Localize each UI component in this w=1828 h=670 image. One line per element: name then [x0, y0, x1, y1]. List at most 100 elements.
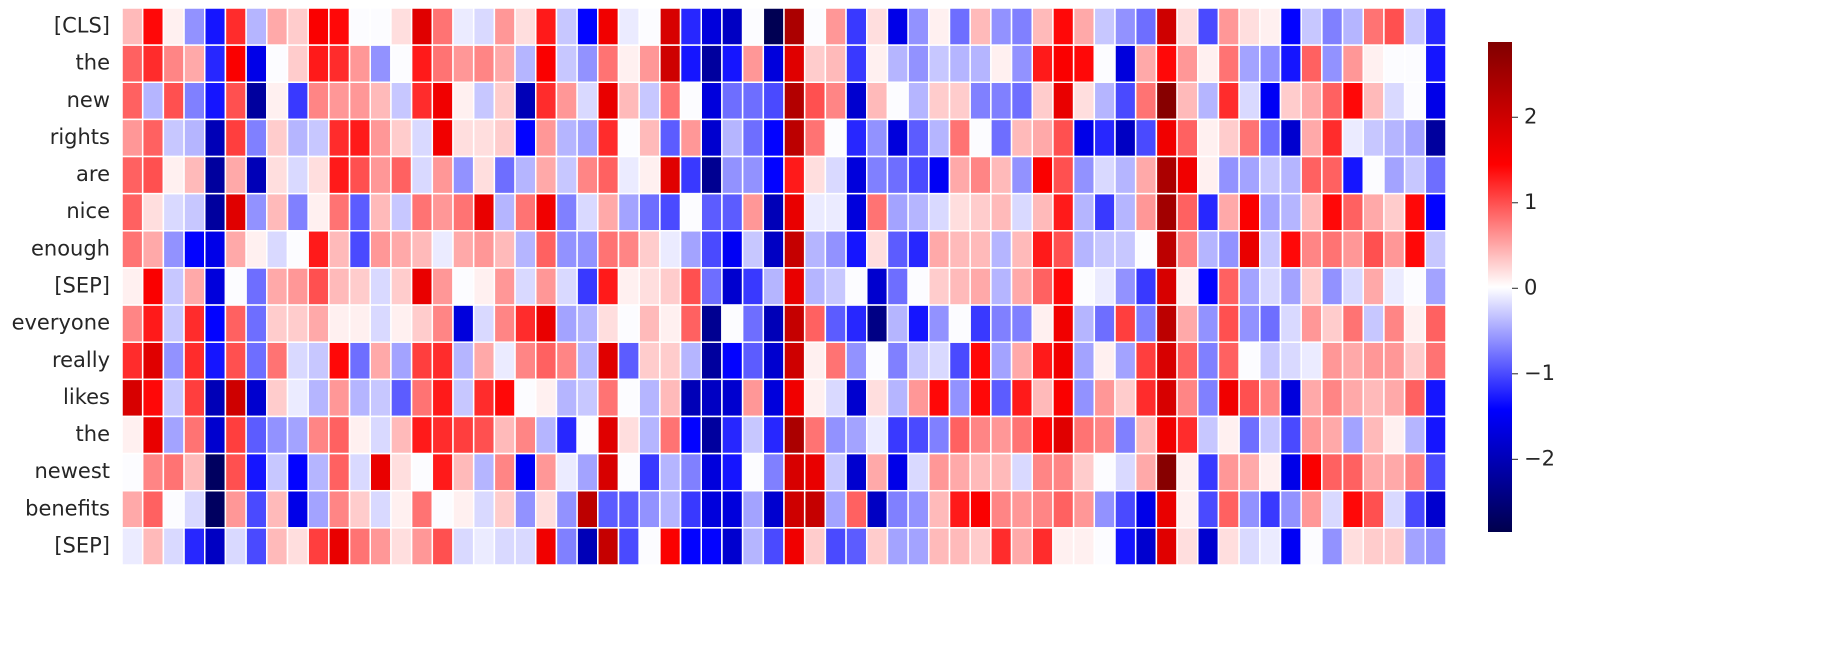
heatmap-cell — [1134, 192, 1158, 232]
heatmap-cell — [1300, 304, 1323, 343]
heatmap-cell — [286, 489, 309, 529]
heatmap-cell — [162, 378, 185, 418]
heatmap-cell — [1155, 155, 1178, 195]
heatmap-cell — [245, 415, 268, 455]
heatmap-cell — [948, 81, 971, 121]
heatmap-cell — [183, 267, 206, 306]
heatmap-cell — [348, 267, 371, 306]
heatmap-cell — [907, 489, 930, 529]
heatmap-cell — [535, 118, 558, 158]
heatmap-cell — [286, 304, 309, 343]
heatmap-cell — [1093, 44, 1116, 84]
heatmap-cell — [700, 81, 723, 121]
heatmap-cell — [948, 155, 971, 195]
heatmap-cell — [1072, 452, 1096, 492]
heatmap-cell — [1155, 489, 1178, 529]
heatmap-cell — [224, 44, 247, 84]
heatmap-cell — [390, 118, 413, 158]
heatmap-cell — [348, 230, 371, 269]
heatmap-cell — [224, 304, 247, 343]
heatmap-cell — [1031, 44, 1054, 84]
heatmap-cell — [990, 7, 1013, 46]
heatmap-cell — [390, 415, 413, 455]
heatmap-cell — [1072, 378, 1096, 418]
heatmap-cell — [886, 489, 909, 529]
heatmap-cell — [1362, 415, 1385, 455]
heatmap-cell — [928, 527, 951, 566]
heatmap-cell — [535, 81, 558, 121]
heatmap-cell — [121, 44, 144, 84]
heatmap-cell — [410, 527, 434, 566]
heatmap-cell — [928, 267, 951, 306]
heatmap-cell — [762, 378, 785, 418]
heatmap-cell — [659, 192, 682, 232]
heatmap-cell — [1238, 304, 1261, 343]
heatmap-cell — [721, 452, 744, 492]
heatmap-cell — [224, 452, 247, 492]
heatmap-cell — [1072, 192, 1096, 232]
heatmap-cell — [928, 341, 951, 381]
heatmap-cell — [907, 267, 930, 306]
heatmap-cell — [659, 155, 682, 195]
heatmap-cell — [183, 81, 206, 121]
heatmap-cell — [824, 118, 847, 158]
heatmap-cell — [431, 527, 454, 566]
heatmap-cell — [535, 415, 558, 455]
heatmap-cell — [452, 341, 475, 381]
heatmap-cell — [886, 415, 909, 455]
heatmap-cell — [266, 230, 289, 269]
heatmap-cell — [762, 81, 785, 121]
heatmap-cell — [721, 230, 744, 269]
heatmap-cell — [990, 304, 1013, 343]
heatmap-cell — [1321, 155, 1344, 195]
heatmap-cell — [1010, 527, 1033, 566]
heatmap-cell — [1238, 452, 1261, 492]
heatmap-cell — [1362, 81, 1385, 121]
heatmap-cell — [141, 7, 165, 46]
heatmap-cell — [907, 230, 930, 269]
heatmap-cell — [1093, 527, 1116, 566]
heatmap-cell — [1300, 489, 1323, 529]
heatmap-cell — [1114, 489, 1137, 529]
heatmap-cell — [1362, 44, 1385, 84]
heatmap-cell — [617, 7, 640, 46]
heatmap-cell — [803, 81, 827, 121]
heatmap-cell — [948, 230, 971, 269]
heatmap-cell — [369, 489, 392, 529]
heatmap-cell — [1424, 7, 1447, 46]
heatmap-cell — [1114, 341, 1137, 381]
heatmap-cell — [204, 155, 227, 195]
heatmap-cell — [1052, 155, 1075, 195]
heatmap-cell — [1424, 230, 1447, 269]
heatmap-cell — [1031, 192, 1054, 232]
heatmap-cell — [162, 267, 185, 306]
row-label: likes — [63, 385, 110, 409]
heatmap-cell — [1155, 118, 1178, 158]
heatmap-cell — [245, 489, 268, 529]
row-label: nice — [66, 199, 110, 223]
heatmap-cell — [1362, 489, 1385, 529]
heatmap-cell — [1238, 378, 1261, 418]
heatmap-cell — [307, 118, 330, 158]
heatmap-cell — [555, 118, 578, 158]
heatmap-cell — [245, 155, 268, 195]
heatmap-cell — [183, 192, 206, 232]
heatmap-cell — [555, 489, 578, 529]
heatmap-cell — [555, 155, 578, 195]
heatmap-cell — [638, 44, 661, 84]
heatmap-cell — [1155, 527, 1178, 566]
heatmap-cell — [493, 415, 516, 455]
heatmap-cell — [700, 267, 723, 306]
heatmap-cell — [1383, 378, 1406, 418]
heatmap-cell — [576, 489, 599, 529]
heatmap-cell — [969, 81, 992, 121]
heatmap-cell — [1031, 452, 1054, 492]
heatmap-cell — [1134, 7, 1158, 46]
heatmap-cell — [907, 527, 930, 566]
heatmap-cell — [266, 341, 289, 381]
heatmap-cell — [224, 7, 247, 46]
heatmap-cell — [783, 118, 806, 158]
heatmap-cell — [1197, 192, 1220, 232]
heatmap-cell — [1300, 452, 1323, 492]
heatmap-cell — [741, 378, 765, 418]
